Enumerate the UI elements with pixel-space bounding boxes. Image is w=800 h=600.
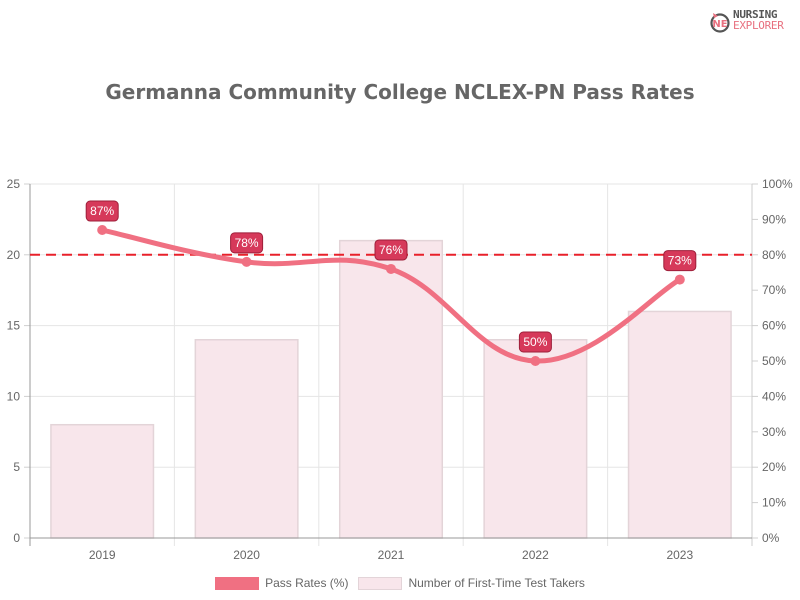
y-right-tick-label: 100%: [762, 177, 793, 191]
y-right-tick-label: 20%: [762, 460, 786, 474]
y-left-tick-label: 0: [13, 531, 20, 545]
y-right-tick-label: 10%: [762, 496, 786, 510]
data-label-text: 50%: [523, 335, 547, 349]
legend-swatch-pass-rates: [215, 576, 260, 590]
y-right-tick-label: 90%: [762, 212, 786, 226]
nursing-explorer-logo: NE NURSING EXPLORER: [710, 8, 796, 36]
y-left-tick-label: 20: [7, 248, 21, 262]
logo-text-explorer: EXPLORER: [733, 19, 784, 32]
data-label-text: 87%: [90, 204, 114, 218]
data-point: [241, 256, 252, 267]
data-label-text: 73%: [668, 254, 692, 268]
y-left-tick-label: 5: [13, 460, 20, 474]
logo-badge-icon: NE: [710, 13, 730, 33]
data-point: [97, 225, 108, 236]
axes: 0 5 10 15 20 25 0% 10% 20% 30% 40% 50% 60% 70% 80% 90% 1…: [7, 177, 793, 562]
data-labels: 87% 78% 76% 50% 73%: [85, 200, 697, 353]
logo-text-nursing: NURSING: [733, 8, 778, 21]
bar: [483, 339, 588, 539]
y-left-tick-label: 15: [7, 319, 21, 333]
bar: [194, 339, 299, 539]
legend: Pass Rates (%) Number of First-Time Test…: [0, 576, 800, 590]
bar: [50, 423, 155, 539]
data-label-box: [518, 331, 552, 353]
data-label-box: [230, 232, 264, 254]
bar: [627, 310, 732, 539]
y-left-tick-label: 25: [7, 177, 21, 191]
y-right-tick-label: 0%: [762, 531, 780, 545]
x-tick-label: 2022: [522, 548, 549, 562]
data-label-box: [374, 239, 408, 261]
legend-swatch-test-takers: [358, 576, 403, 590]
legend-item-test-takers[interactable]: Number of First-Time Test Takers: [358, 576, 585, 590]
y-right-tick-label: 70%: [762, 283, 786, 297]
x-tick-label: 2021: [378, 548, 405, 562]
data-point: [674, 274, 685, 285]
y-right-tick-label: 30%: [762, 425, 786, 439]
data-label-box: [85, 200, 119, 222]
x-tick-label: 2020: [233, 548, 260, 562]
svg-text:NE: NE: [712, 19, 727, 30]
chart-title: Germanna Community College NCLEX-PN Pass…: [105, 80, 695, 104]
data-point: [530, 356, 541, 366]
y-right-tick-label: 50%: [762, 354, 786, 368]
x-tick-label: 2023: [666, 548, 693, 562]
y-left-tick-label: 10: [7, 389, 21, 403]
data-label-text: 78%: [235, 236, 259, 250]
bar-series: [50, 239, 732, 539]
data-point: [386, 263, 396, 274]
bar: [338, 239, 444, 539]
data-label-box: [663, 250, 697, 272]
legend-label: Number of First-Time Test Takers: [408, 576, 585, 590]
y-right-tick-label: 40%: [762, 389, 786, 403]
y-right-tick-label: 60%: [762, 319, 786, 333]
legend-item-pass-rates[interactable]: Pass Rates (%): [215, 576, 348, 590]
x-tick-label: 2019: [89, 548, 116, 562]
legend-label: Pass Rates (%): [265, 576, 349, 590]
line-series: [97, 225, 685, 366]
data-label-text: 76%: [379, 243, 403, 257]
y-right-tick-label: 80%: [762, 248, 786, 262]
